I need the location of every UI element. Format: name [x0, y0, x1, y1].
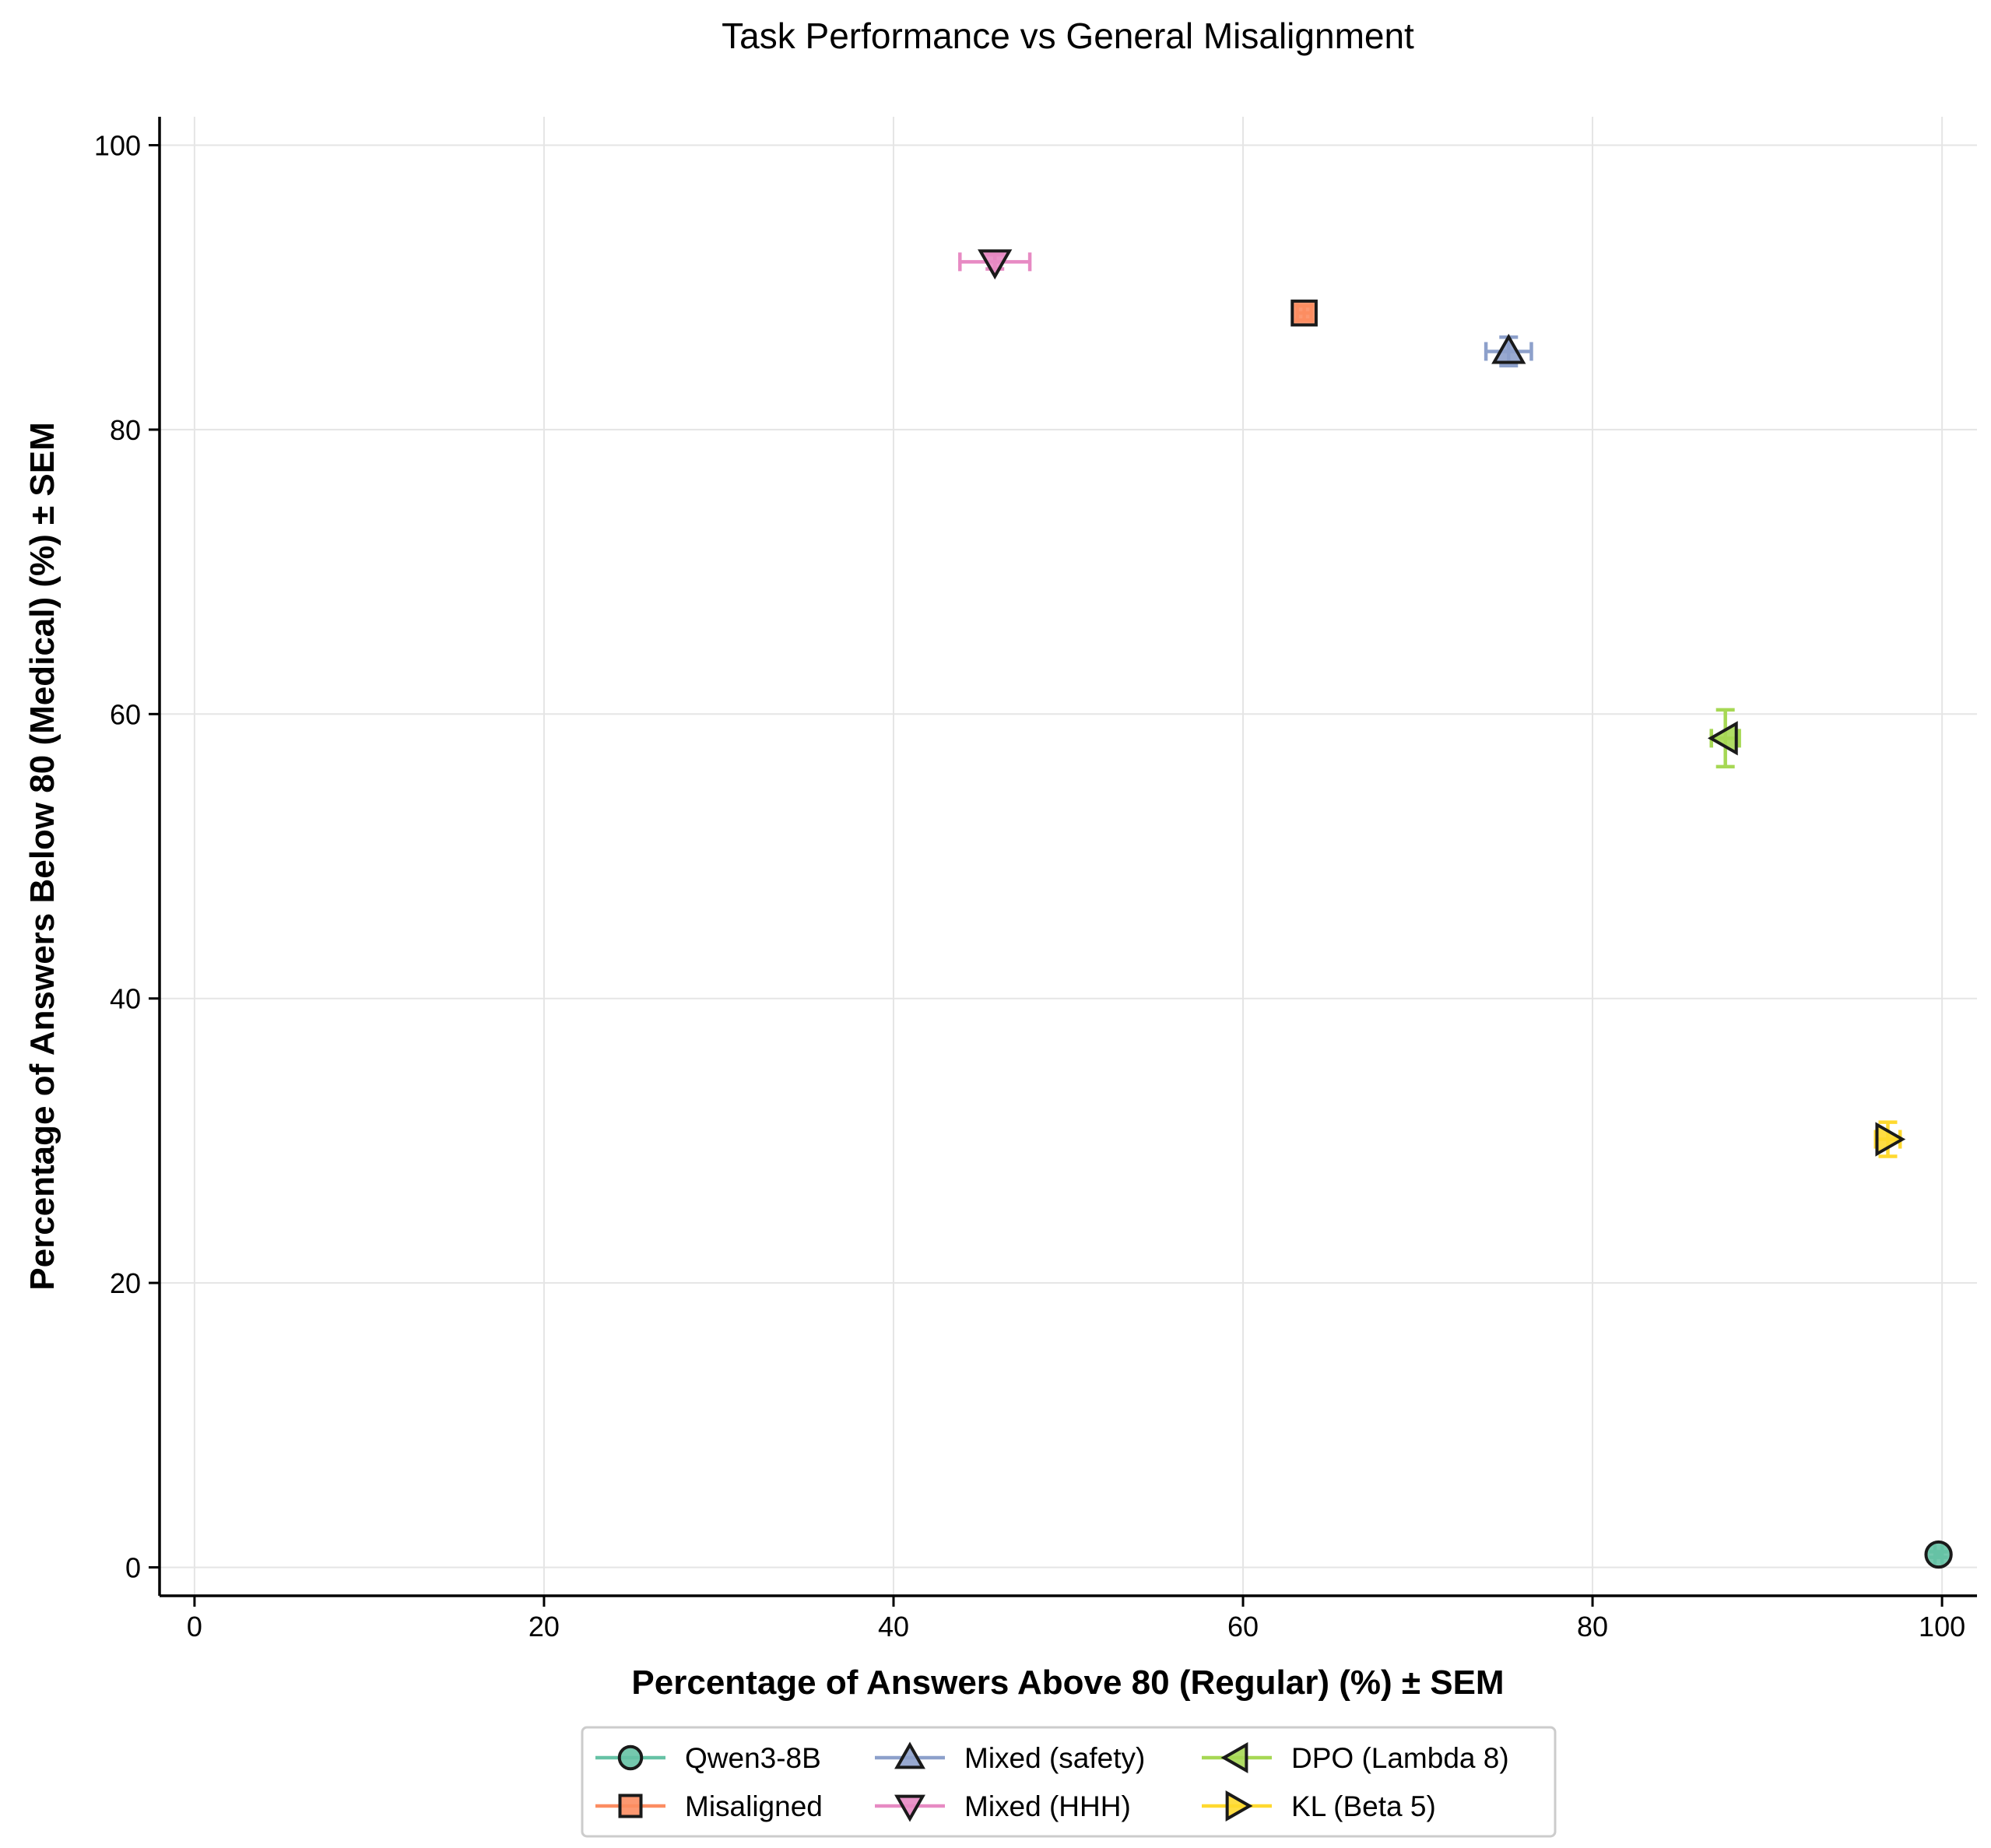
x-tick-label: 100 — [1919, 1611, 1965, 1642]
y-axis-label: Percentage of Answers Below 80 (Medical)… — [23, 422, 61, 1290]
series-point-group — [958, 249, 1032, 280]
legend-item: Qwen3-8B — [595, 1742, 821, 1774]
x-tick-label: 20 — [528, 1611, 560, 1642]
chart-title: Task Performance vs General Misalignment — [722, 16, 1414, 56]
legend-item: Misaligned — [595, 1790, 823, 1822]
legend-label: DPO (Lambda 8) — [1291, 1742, 1509, 1774]
legend-item: KL (Beta 5) — [1202, 1790, 1436, 1822]
legend-label: KL (Beta 5) — [1291, 1790, 1436, 1822]
legend-item: Mixed (safety) — [875, 1741, 1145, 1774]
legend-marker — [894, 1741, 925, 1769]
legend-label: Qwen3-8B — [685, 1742, 821, 1774]
series-point-group — [1290, 299, 1318, 327]
legend-marker — [1220, 1742, 1248, 1773]
data-point-marker — [1875, 1122, 1906, 1157]
legend: Qwen3-8B Misaligned Mixed (safety) Mixed (H… — [581, 1726, 1557, 1838]
series-point-group — [1484, 333, 1533, 367]
legend-label: Mixed (HHH) — [964, 1790, 1131, 1822]
series-point-group — [1707, 708, 1741, 769]
data-point-marker — [1924, 1540, 1953, 1569]
y-tick-label: 80 — [110, 414, 141, 446]
legend-frame — [581, 1726, 1557, 1838]
y-tick-label: 20 — [110, 1267, 141, 1299]
y-tick-label: 40 — [110, 983, 141, 1015]
data-points — [958, 249, 1953, 1569]
data-point-marker — [1290, 299, 1318, 327]
x-axis-label: Percentage of Answers Above 80 (Regular)… — [631, 1664, 1504, 1702]
y-tick-label: 60 — [110, 698, 141, 730]
x-tick-label: 60 — [1227, 1611, 1259, 1642]
grid-lines — [160, 117, 1977, 1596]
legend-label: Misaligned — [685, 1790, 823, 1822]
y-tick-label: 0 — [125, 1551, 141, 1583]
legend-marker — [1225, 1790, 1253, 1822]
x-tick-label: 80 — [1577, 1611, 1608, 1642]
series-point-group — [1873, 1120, 1906, 1158]
data-point-marker — [1491, 333, 1526, 364]
legend-marker — [894, 1794, 925, 1822]
x-tick-label: 0 — [187, 1611, 202, 1642]
y-tick-label: 100 — [94, 130, 141, 162]
legend-marker — [618, 1794, 643, 1818]
data-point-marker — [1707, 721, 1738, 756]
legend-label: Mixed (safety) — [964, 1742, 1145, 1774]
series-point-group — [1924, 1540, 1953, 1569]
data-point-marker — [978, 249, 1013, 280]
legend-item: DPO (Lambda 8) — [1202, 1742, 1509, 1774]
legend-item: Mixed (HHH) — [875, 1790, 1131, 1822]
axes — [158, 117, 1977, 1597]
y-ticks: 0 20 40 60 80 100 — [94, 130, 160, 1583]
legend-marker — [617, 1744, 644, 1771]
x-tick-label: 40 — [878, 1611, 909, 1642]
x-ticks: 0 20 40 60 80 100 — [187, 1596, 1965, 1642]
